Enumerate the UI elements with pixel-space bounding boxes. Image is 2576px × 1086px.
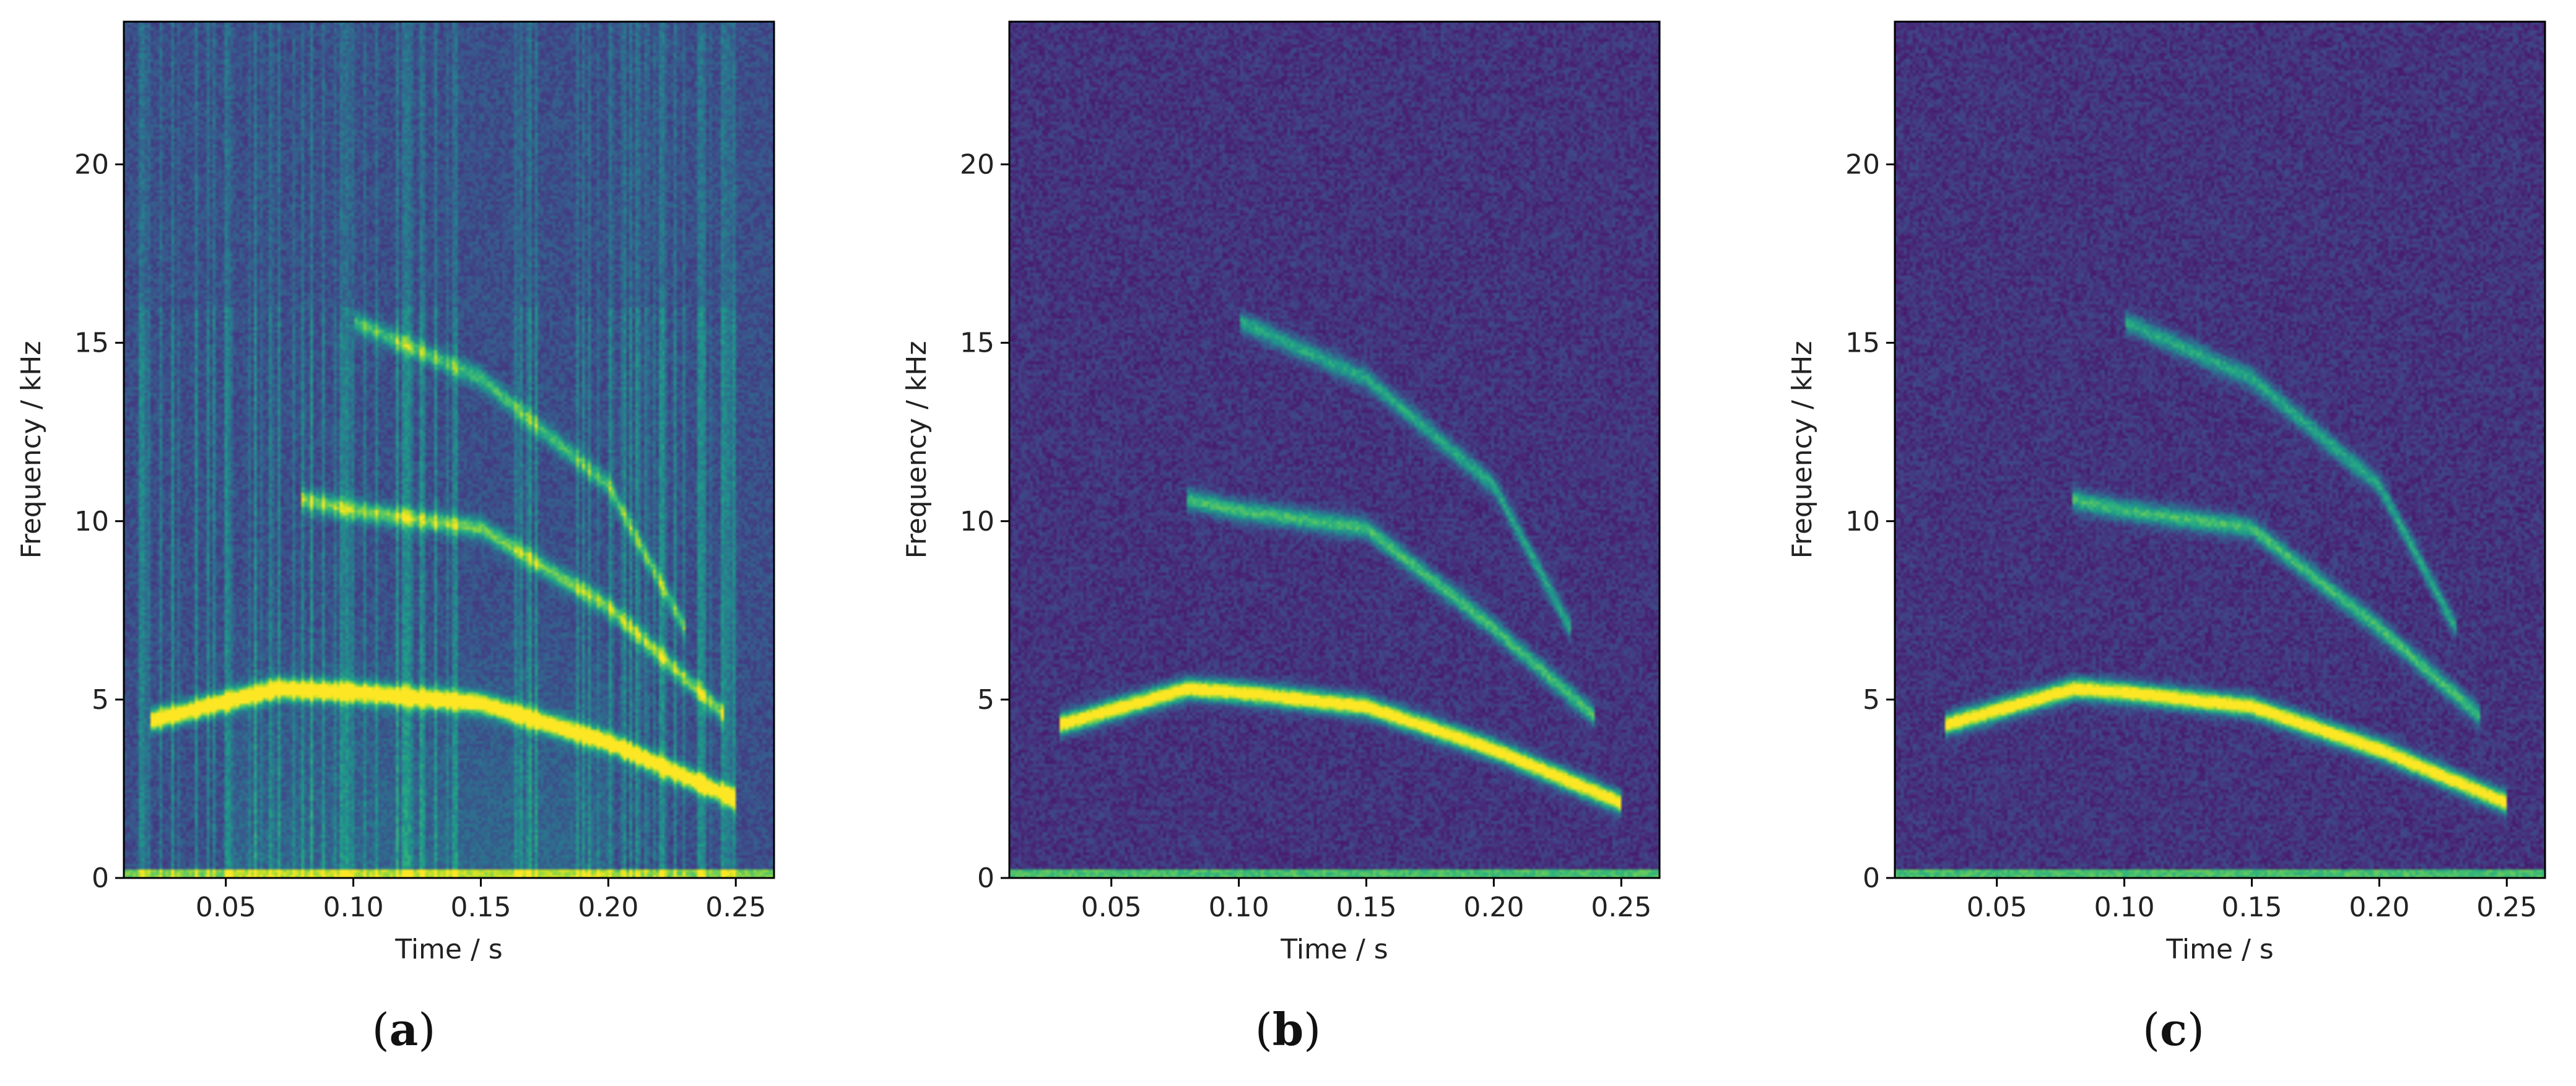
plot-frame (1008, 20, 1661, 879)
y-tick-label: 5 (1863, 684, 1880, 716)
y-tick-label: 5 (92, 684, 109, 716)
x-tick-label: 0.10 (1209, 892, 1269, 923)
x-tick-label: 0.15 (2221, 892, 2282, 923)
x-tick-label: 0.25 (705, 892, 766, 923)
x-tick-label: 0.25 (2476, 892, 2537, 923)
x-axis-label: Time / s (394, 934, 502, 965)
x-tick-label: 0.15 (450, 892, 511, 923)
plot-frame (123, 20, 775, 879)
y-tick-label: 15 (960, 328, 994, 359)
x-tick-label: 0.10 (323, 892, 384, 923)
y-tick-label: 5 (977, 684, 994, 716)
y-tick-label: 10 (74, 506, 109, 537)
y-tick-label: 15 (74, 328, 109, 359)
y-tick-label: 0 (92, 862, 109, 894)
y-axis-label: Frequency / kHz (15, 341, 47, 559)
spectrogram-image-b (1009, 22, 1660, 878)
caption-b: (b) (1255, 1003, 1321, 1056)
y-tick-label: 0 (977, 862, 994, 894)
spectrogram-panel-b: 0.05 0.10 0.15 0.20 0.25 0 5 10 15 20 Time / s Freq… (901, 20, 1661, 965)
x-tick-label: 0.15 (1336, 892, 1396, 923)
x-tick-label: 0.10 (2094, 892, 2155, 923)
spectrogram-panel-c: 0.05 0.10 0.15 0.20 0.25 0 5 10 15 20 Time / s Freq… (1786, 20, 2546, 965)
x-tick-label: 0.20 (578, 892, 638, 923)
x-tick-label: 0.05 (1967, 892, 2027, 923)
plot-frame (1894, 20, 2546, 879)
spectrogram-panel-a: 0.05 0.10 0.15 0.20 0.25 0 5 10 15 20 Time / s Freq… (15, 20, 775, 965)
y-axis-label: Frequency / kHz (1786, 341, 1818, 559)
x-tick-label: 0.20 (1463, 892, 1524, 923)
x-tick-label: 0.05 (1081, 892, 1142, 923)
x-tick-label: 0.05 (196, 892, 256, 923)
y-tick-label: 0 (1863, 862, 1880, 894)
spectrogram-image-a (124, 22, 774, 878)
x-tick-label: 0.20 (2349, 892, 2409, 923)
y-axis-label: Frequency / kHz (901, 341, 933, 559)
caption-c: (c) (2142, 1003, 2205, 1056)
y-tick-label: 20 (74, 149, 109, 181)
x-tick-label: 0.25 (1591, 892, 1651, 923)
caption-a: (a) (372, 1003, 436, 1056)
y-tick-label: 20 (960, 149, 994, 181)
y-tick-label: 10 (960, 506, 994, 537)
x-axis-label: Time / s (1280, 934, 1388, 965)
x-axis-label: Time / s (2165, 934, 2273, 965)
spectrogram-image-c (1895, 22, 2545, 878)
y-tick-label: 10 (1845, 506, 1880, 537)
y-tick-label: 20 (1845, 149, 1880, 181)
y-tick-label: 15 (1845, 328, 1880, 359)
